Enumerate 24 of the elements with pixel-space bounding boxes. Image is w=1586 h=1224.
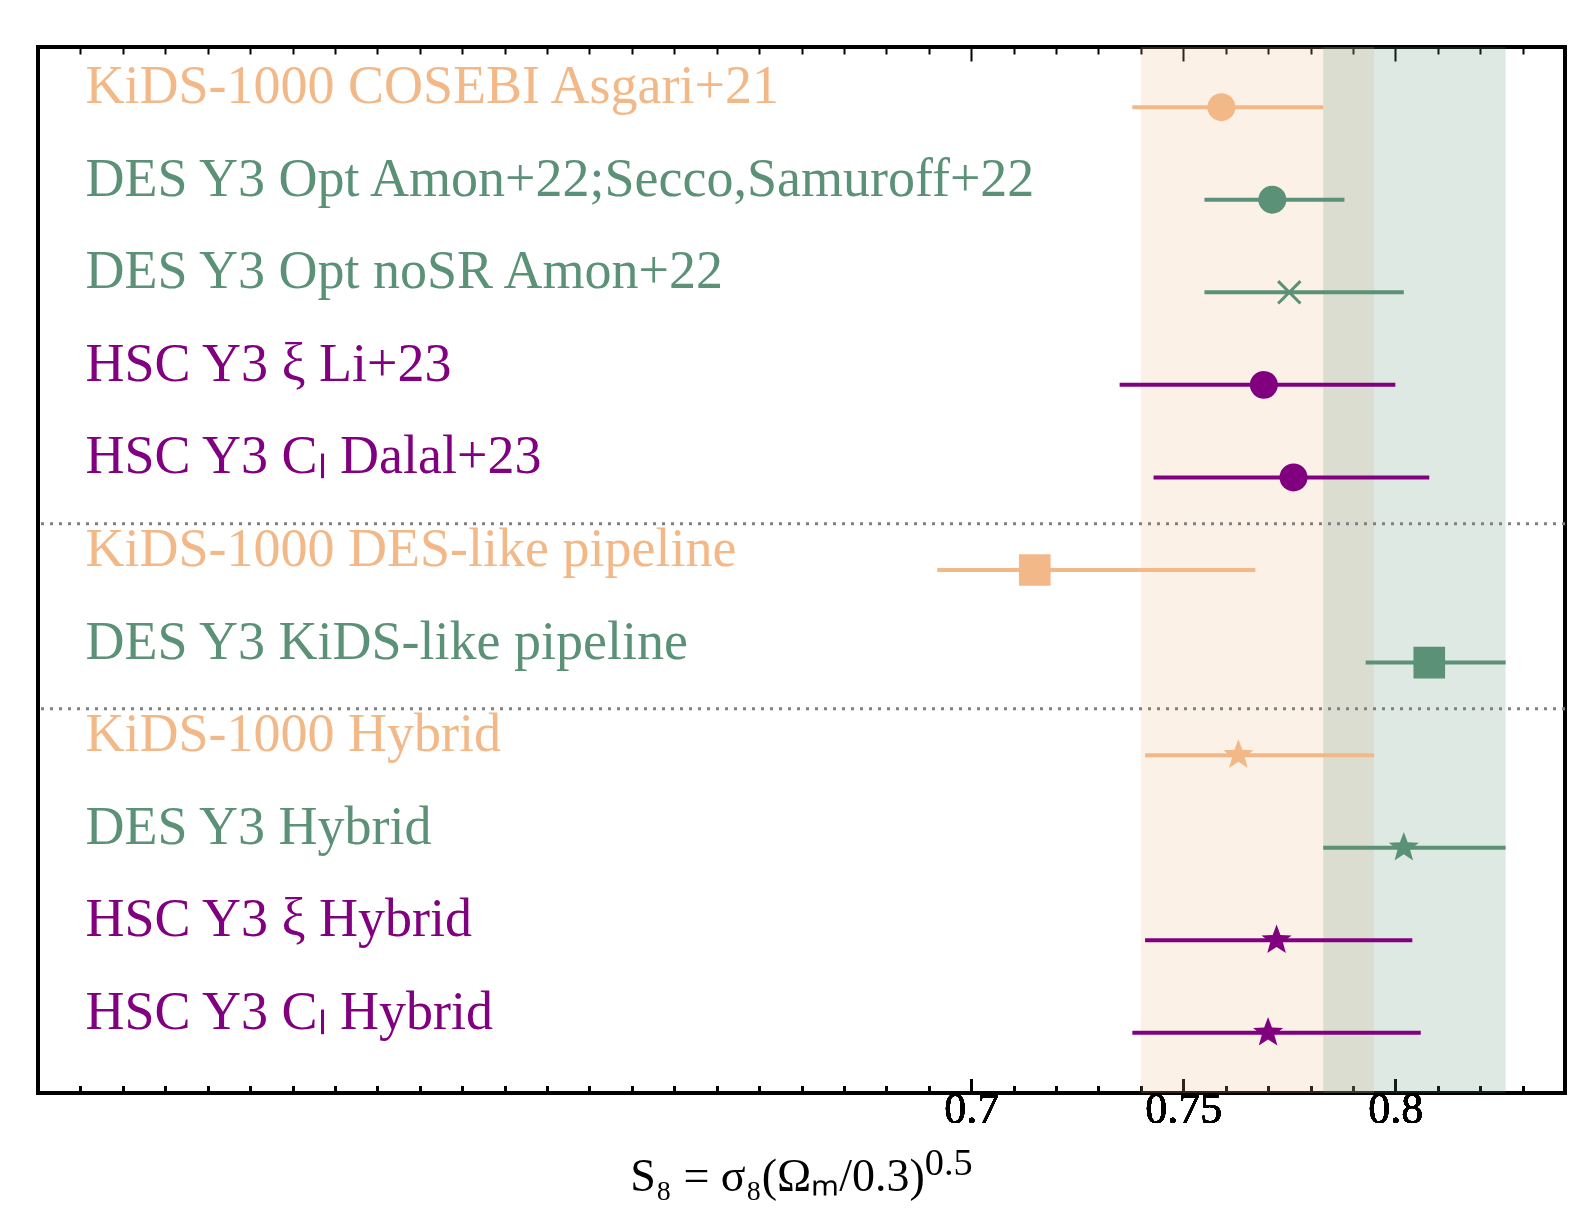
- point: [1207, 93, 1236, 122]
- y-tick-label: DES Y3 Hybrid: [85, 795, 432, 856]
- y-tick-label: DES Y3 KiDS-like pipeline: [85, 610, 688, 671]
- point: [1258, 185, 1287, 214]
- y-tick-label: HSC Y3 Cₗ Dalal+23: [85, 425, 542, 486]
- point: [1413, 646, 1446, 679]
- point: [1388, 831, 1419, 861]
- point: [1223, 739, 1254, 768]
- y-tick-label: HSC Y3 ξ Li+23: [85, 332, 452, 393]
- point: [1018, 554, 1051, 586]
- y-tick-label: HSC Y3 ξ Hybrid: [85, 888, 473, 949]
- x-tick-label: 0.8: [1368, 1083, 1424, 1133]
- point: [1249, 370, 1278, 399]
- y-tick-label: HSC Y3 Cₗ Hybrid: [85, 980, 494, 1041]
- y-tick-label: KiDS-1000 Hybrid: [85, 703, 501, 764]
- point: [1279, 463, 1308, 492]
- y-tick-label: KiDS-1000 DES-like pipeline: [85, 518, 737, 578]
- point: [1261, 924, 1292, 954]
- point: [1253, 1017, 1284, 1046]
- y-tick-label: DES Y3 Opt Amon+22;Secco,Samuroff+22: [85, 147, 1035, 208]
- point: [1276, 279, 1302, 305]
- x-axis-title: S₈ = σ₈(Ωₘ/0.3)$^{0.5}$: [629, 1140, 974, 1204]
- y-tick-label: DES Y3 Opt noSR Amon+22: [85, 240, 724, 301]
- y-tick-label: KiDS-1000 COSEBI Asgari+21: [85, 55, 779, 116]
